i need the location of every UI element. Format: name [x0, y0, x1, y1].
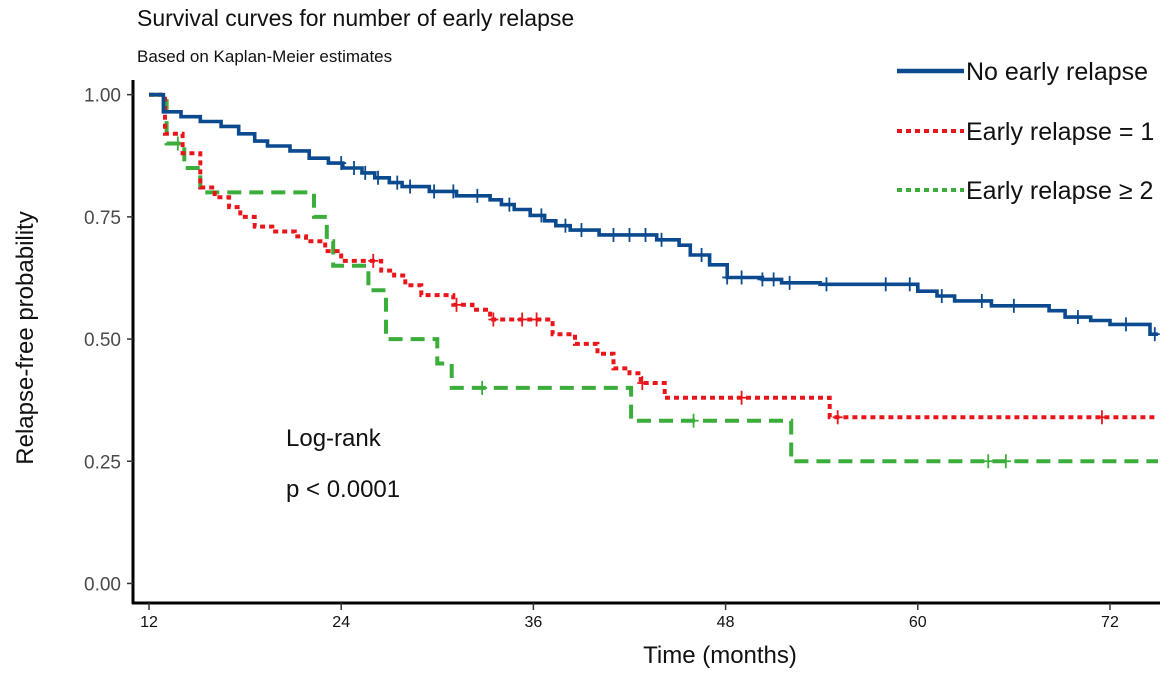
series-layer: [149, 92, 1160, 469]
chart-title: Survival curves for number of early rela…: [137, 5, 574, 31]
p-value-label: p < 0.0001: [286, 476, 400, 503]
legend: No early relapse Early relapse = 1 Early r…: [897, 58, 1154, 205]
x-tick-label: 24: [332, 614, 350, 631]
x-tick-label: 72: [1101, 614, 1119, 631]
legend-item: Early relapse ≥ 2: [897, 177, 1153, 205]
x-ticks: 12 24 36 48 60 72: [140, 603, 1119, 631]
chart-subtitle: Based on Kaplan-Meier estimates: [137, 47, 392, 66]
y-tick-label: 0.25: [84, 452, 121, 473]
legend-label: No early relapse: [966, 58, 1148, 86]
legend-item: Early relapse = 1: [897, 118, 1154, 146]
y-tick-label: 0.75: [84, 208, 121, 229]
y-tick-label: 1.00: [84, 86, 121, 107]
x-axis-label: Time (months): [643, 642, 797, 669]
y-ticks: 0.00 0.25 0.50 0.75 1.00: [84, 86, 133, 595]
legend-label: Early relapse = 1: [966, 118, 1154, 146]
series-0: [149, 92, 1160, 342]
y-tick-label: 0.50: [84, 330, 121, 351]
y-tick-label: 0.00: [84, 574, 121, 595]
x-tick-label: 60: [909, 614, 927, 631]
series-line: [149, 92, 1158, 464]
legend-item: No early relapse: [897, 58, 1148, 86]
x-tick-label: 36: [524, 614, 542, 631]
series-2: [149, 92, 1158, 469]
logrank-label: Log-rank: [286, 425, 382, 452]
y-axis-label: Relapse-free probability: [12, 211, 39, 464]
x-tick-label: 12: [140, 614, 158, 631]
x-tick-label: 48: [717, 614, 735, 631]
series-line: [149, 92, 1158, 420]
legend-label: Early relapse ≥ 2: [966, 177, 1153, 205]
series-1: [149, 92, 1158, 425]
